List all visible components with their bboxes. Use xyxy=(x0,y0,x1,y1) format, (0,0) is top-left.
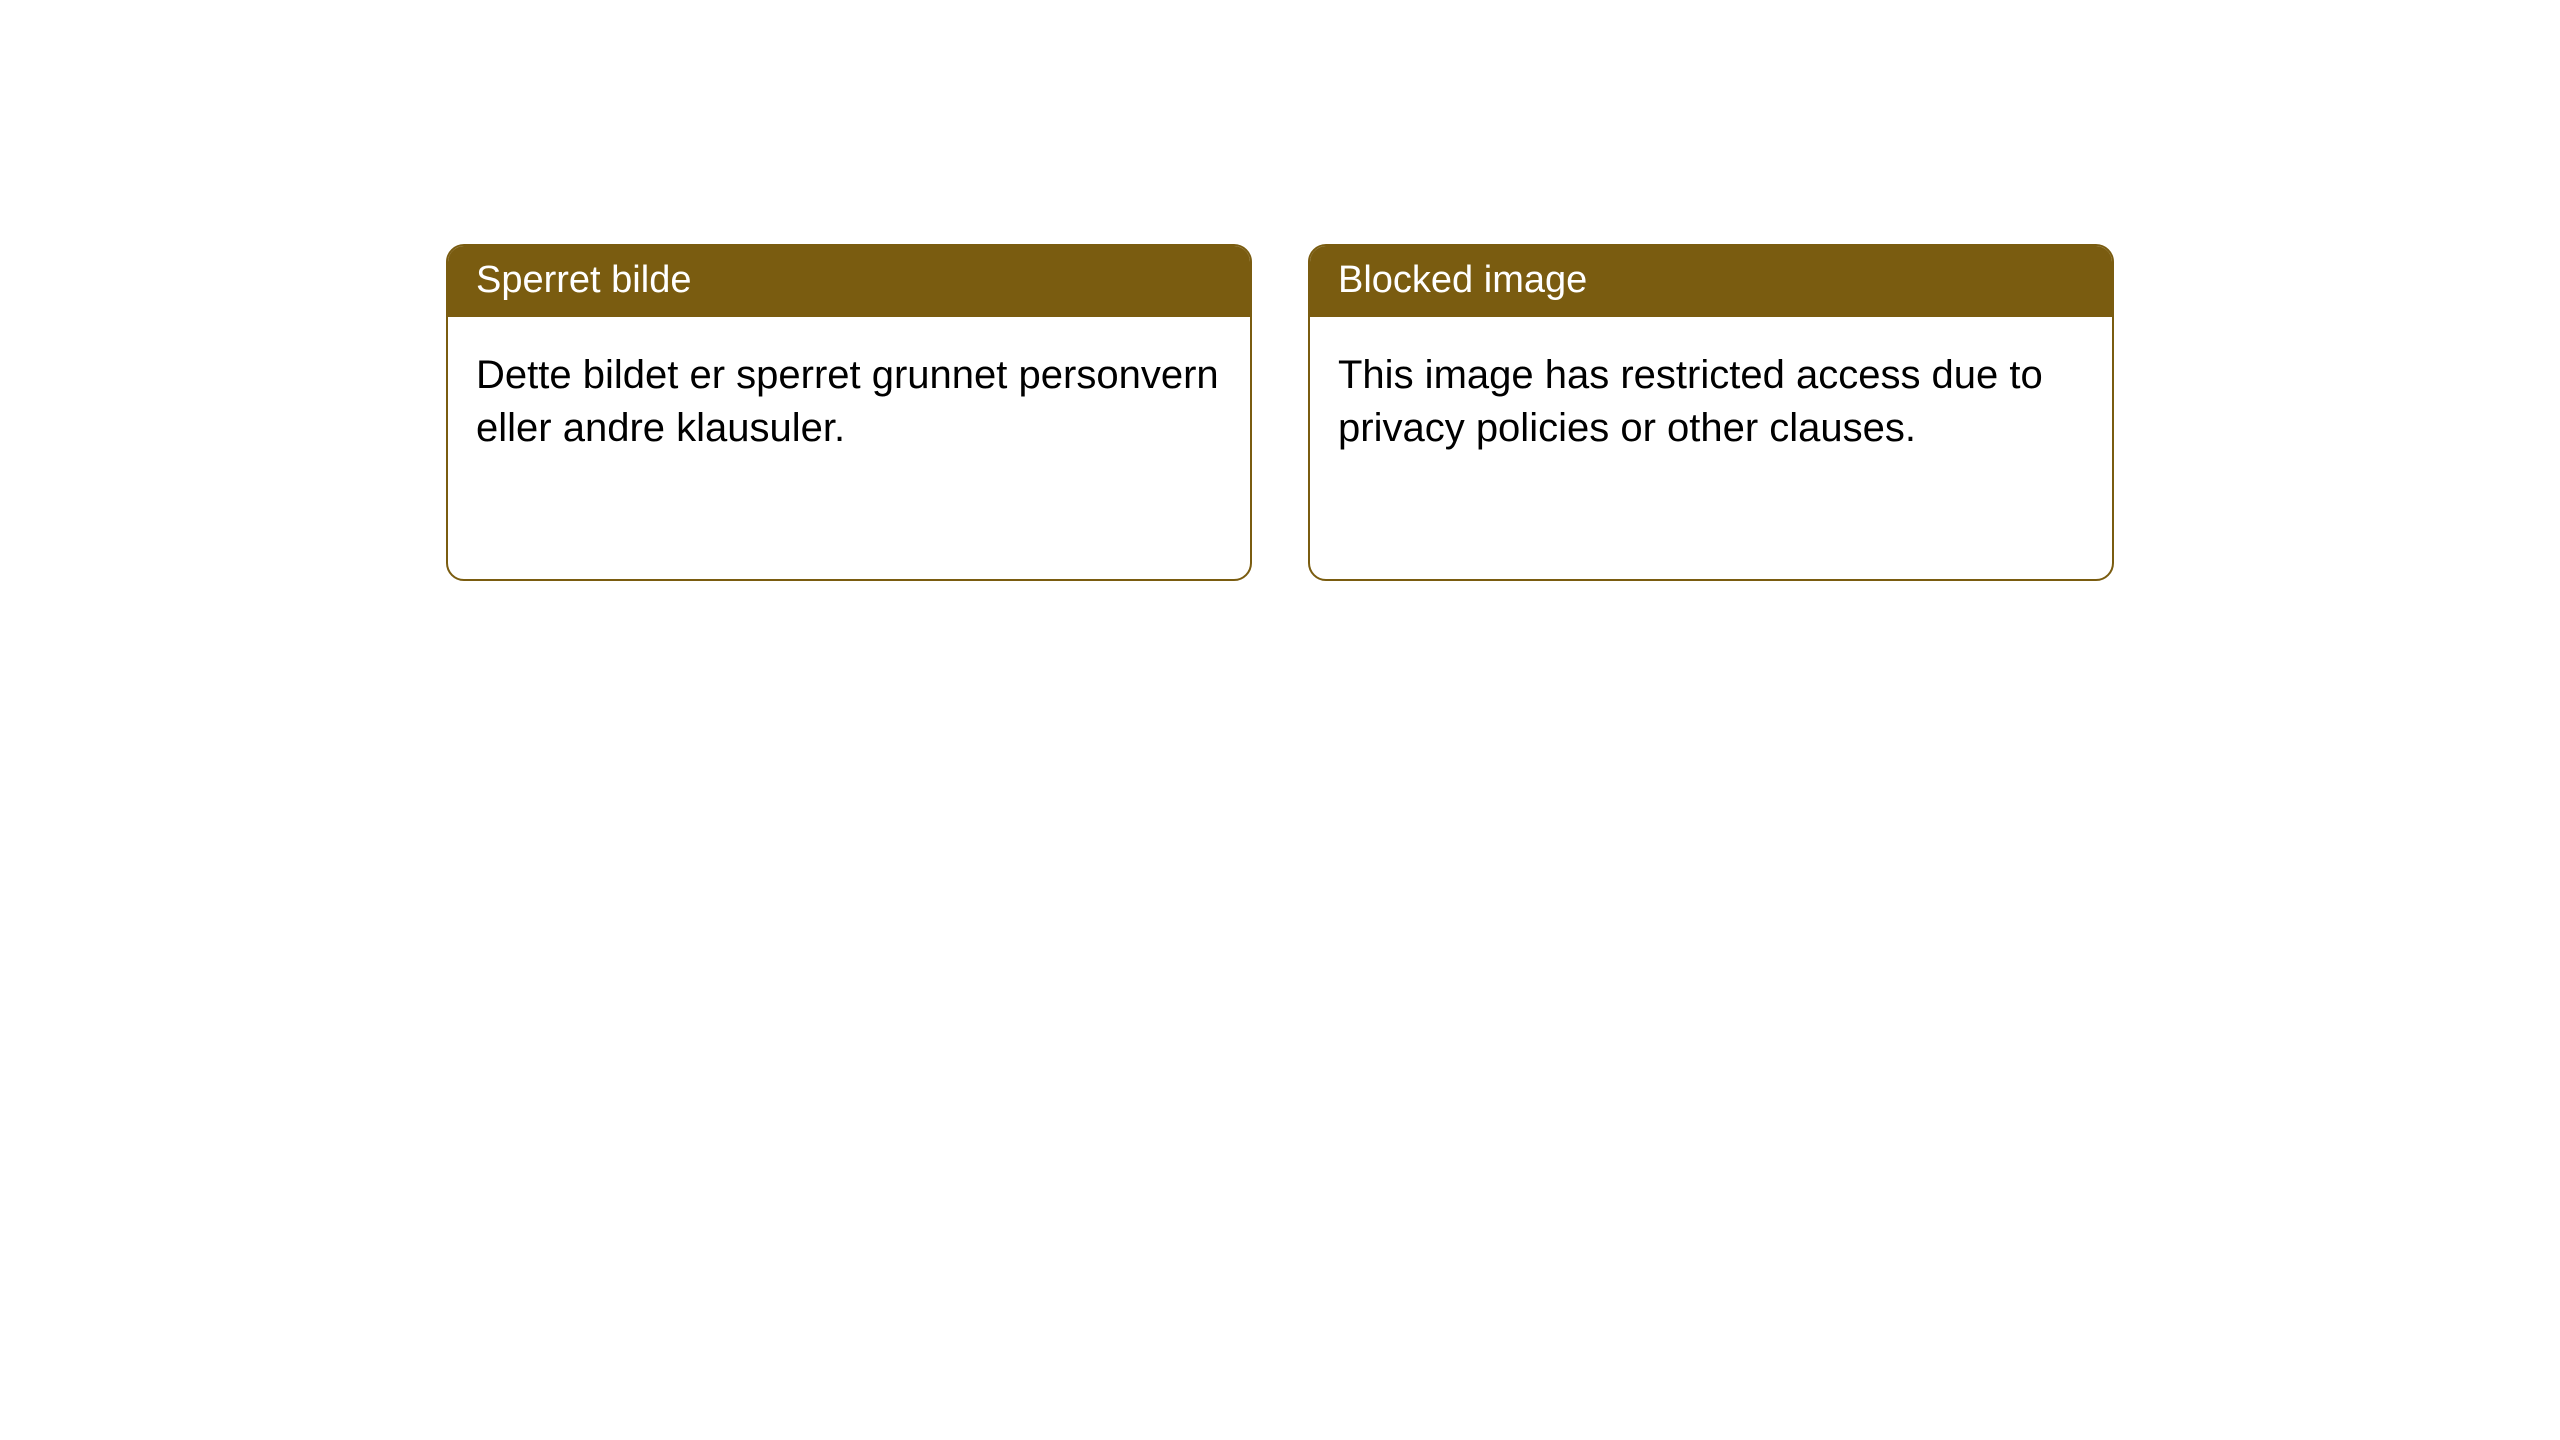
notice-card-norwegian: Sperret bilde Dette bildet er sperret gr… xyxy=(446,244,1252,581)
notice-header-english: Blocked image xyxy=(1310,246,2112,317)
notice-body-english: This image has restricted access due to … xyxy=(1310,317,2112,487)
notice-header-norwegian: Sperret bilde xyxy=(448,246,1250,317)
notice-body-norwegian: Dette bildet er sperret grunnet personve… xyxy=(448,317,1250,487)
notice-card-english: Blocked image This image has restricted … xyxy=(1308,244,2114,581)
notice-container: Sperret bilde Dette bildet er sperret gr… xyxy=(0,0,2560,581)
